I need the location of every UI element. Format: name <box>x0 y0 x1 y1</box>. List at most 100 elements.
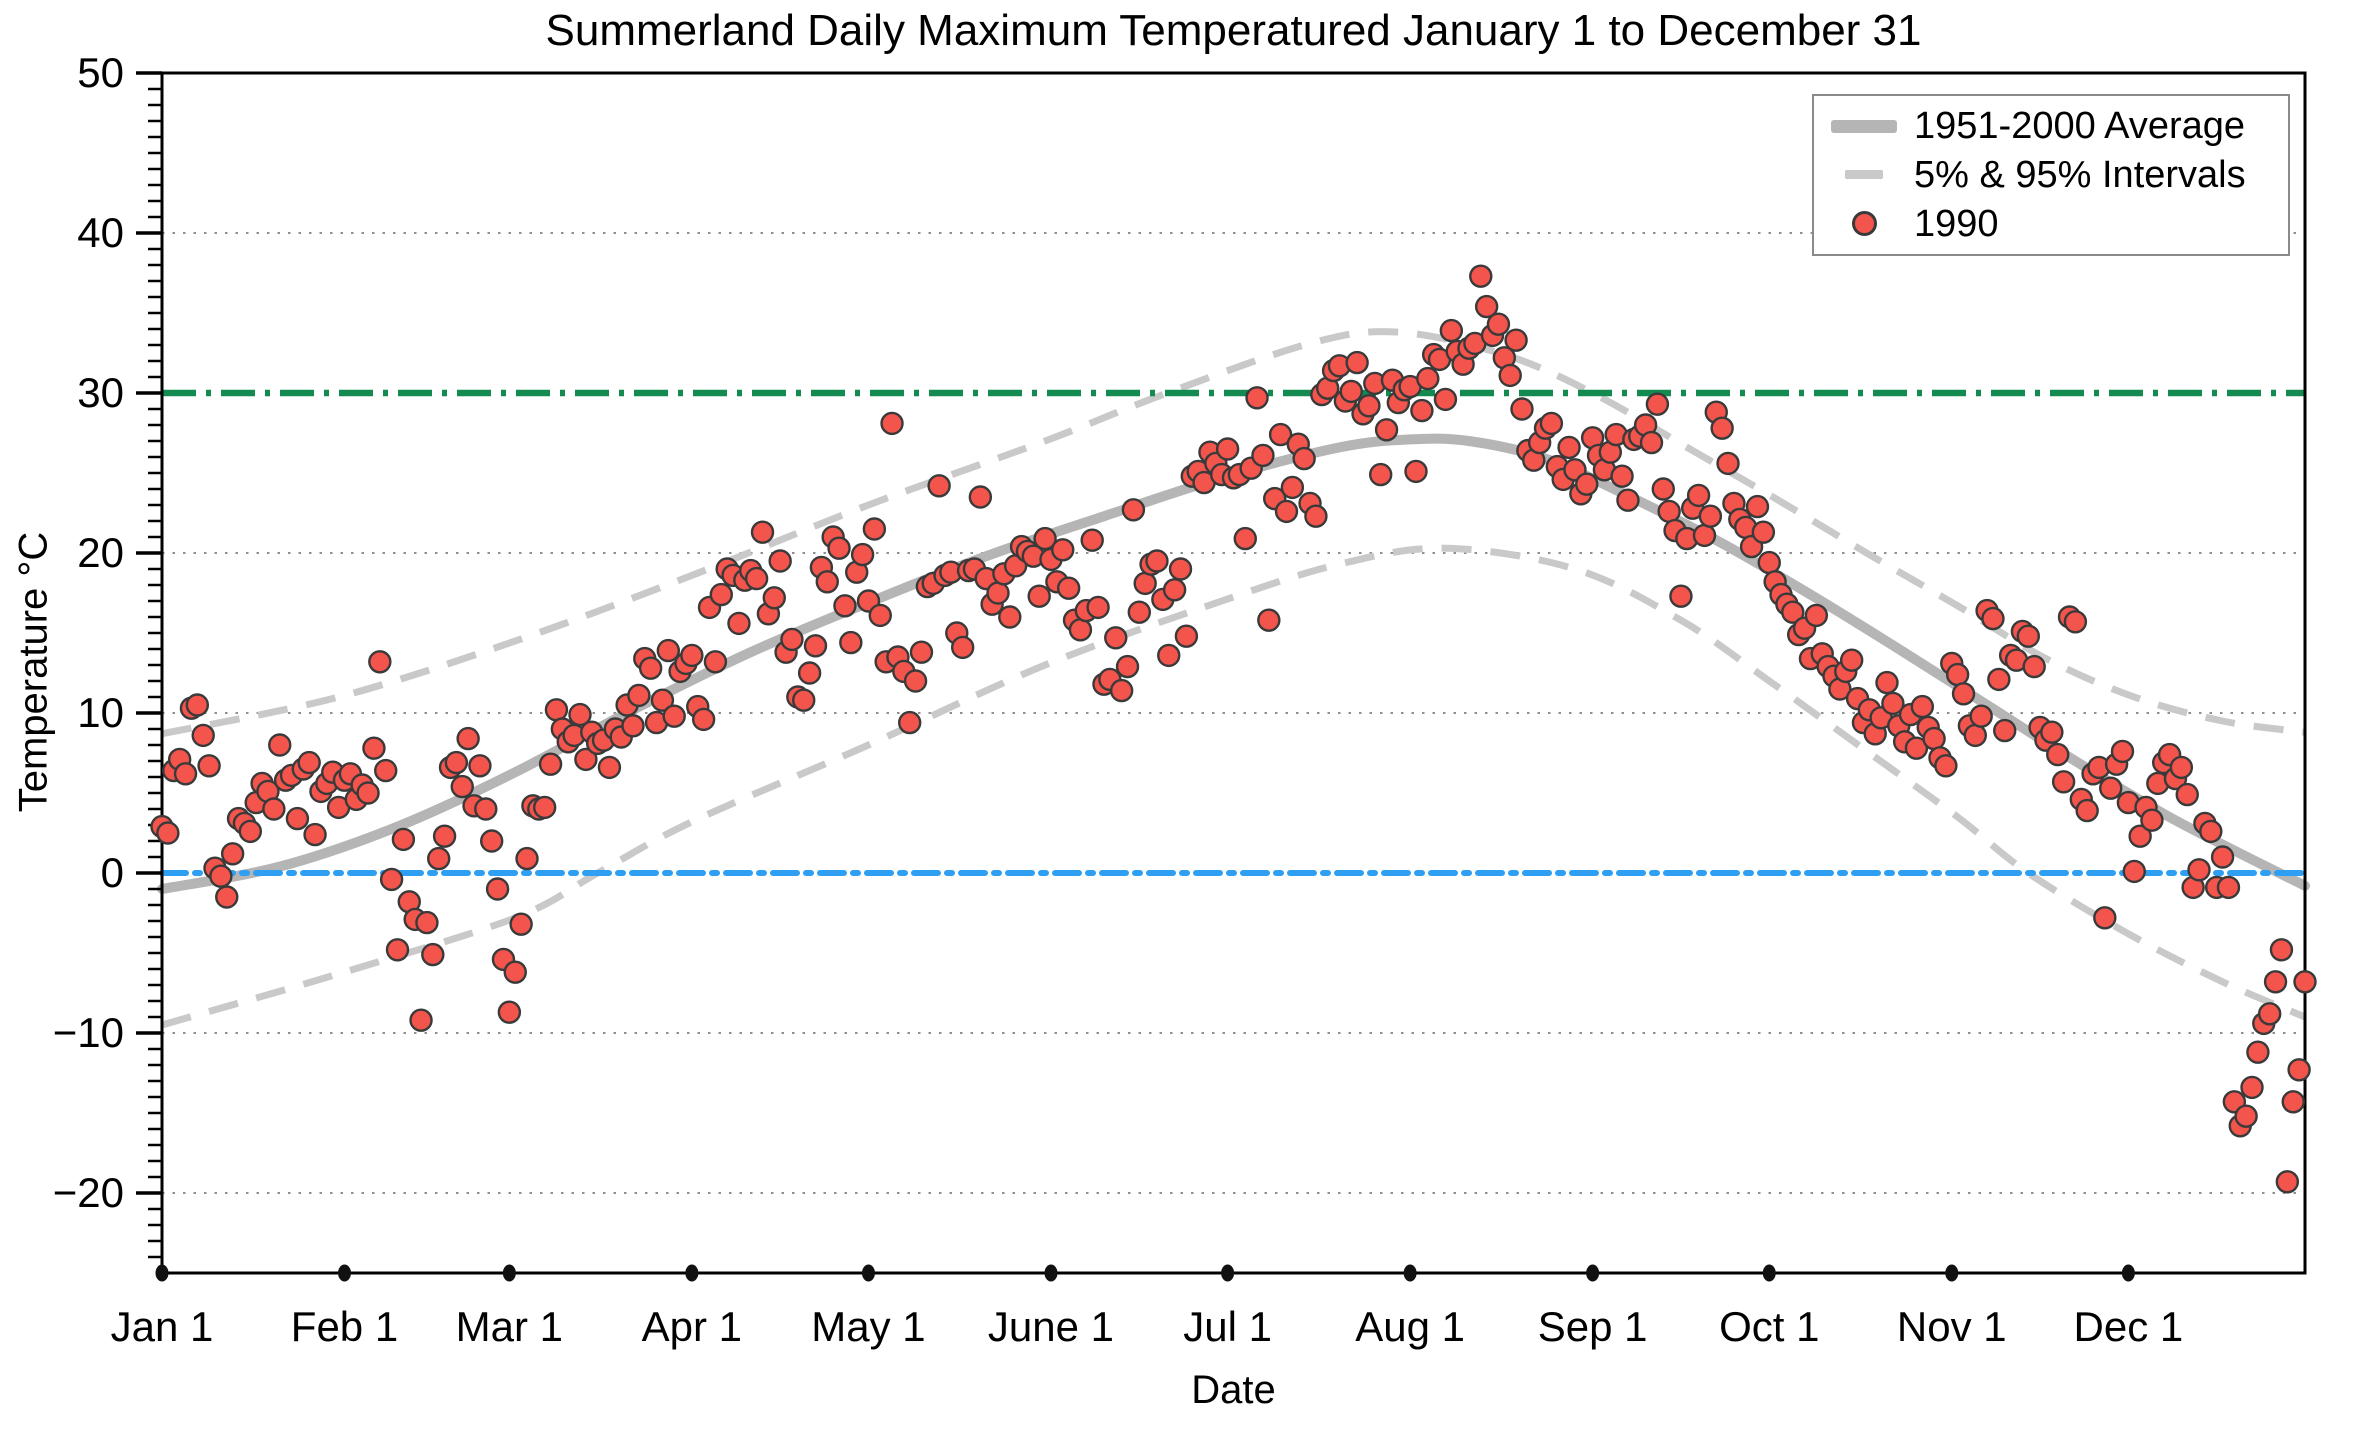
data-point <box>986 581 1010 605</box>
data-point <box>1215 437 1240 461</box>
data-point <box>1433 387 1458 412</box>
data-point <box>909 640 934 664</box>
data-point <box>1245 386 1269 410</box>
data-point <box>903 669 928 693</box>
month-tick-dot <box>861 1264 875 1282</box>
data-point <box>285 806 310 831</box>
data-point <box>2246 1040 2270 1064</box>
data-point <box>2099 776 2123 800</box>
data-point <box>709 582 733 607</box>
data-point <box>1474 294 1499 319</box>
data-point <box>1692 523 1717 548</box>
data-point <box>432 824 457 848</box>
month-tick-dot <box>338 1264 352 1282</box>
average-curve <box>157 433 2310 894</box>
month-tick-dot <box>1221 1264 1235 1282</box>
data-point <box>1345 350 1369 375</box>
data-point <box>1698 504 1723 528</box>
data-point <box>485 877 510 901</box>
data-point <box>1686 483 1711 508</box>
x-tick-label: Feb 1 <box>291 1303 398 1350</box>
data-point <box>1357 394 1381 418</box>
data-point <box>1751 520 1776 544</box>
month-tick-dot <box>1586 1264 1600 1282</box>
data-point <box>827 536 851 560</box>
data-point <box>2040 720 2064 744</box>
data-point <box>1157 643 1181 668</box>
data-point <box>1669 584 1693 608</box>
data-point <box>538 752 563 776</box>
data-point <box>2199 819 2223 844</box>
data-point <box>444 750 469 775</box>
data-point <box>2075 798 2099 823</box>
x-tick-label: Aug 1 <box>1355 1303 1465 1350</box>
data-point <box>1557 435 1581 460</box>
data-point <box>998 605 1022 629</box>
y-axis-title: Temperature °C <box>11 531 56 813</box>
data-point <box>2269 938 2294 962</box>
data-point <box>1945 662 1970 687</box>
data-point <box>2175 782 2199 807</box>
chart-title: Summerland Daily Maximum Temperatured Ja… <box>545 6 1922 55</box>
data-point <box>427 846 451 871</box>
data-point <box>474 797 498 821</box>
y-tick-label: 10 <box>77 689 124 736</box>
data-point <box>1068 618 1093 642</box>
data-point <box>1745 494 1770 519</box>
data-point <box>1174 624 1199 648</box>
data-point <box>703 650 728 674</box>
data-point <box>897 710 922 735</box>
data-point <box>1233 526 1257 551</box>
data-point <box>2240 1075 2264 1100</box>
data-point <box>792 688 816 712</box>
data-point <box>1575 472 1599 496</box>
data-point <box>1027 584 1051 608</box>
data-point <box>415 910 439 935</box>
x-tick-label: Mar 1 <box>456 1303 563 1350</box>
data-point <box>209 864 233 888</box>
data-point <box>503 960 527 984</box>
y-tick-label: 40 <box>77 209 124 256</box>
data-point <box>1981 606 2005 631</box>
x-tick-label: Oct 1 <box>1719 1303 1819 1350</box>
data-point <box>1080 528 1104 552</box>
data-point <box>1439 318 1464 343</box>
data-point <box>468 754 492 778</box>
legend-label-intervals: 5% & 95% Intervals <box>1914 153 2246 196</box>
x-axis-title: Date <box>1191 1368 1276 1412</box>
data-point <box>1374 418 1399 442</box>
data-point <box>1104 626 1128 650</box>
y-tick-label: 0 <box>101 849 124 896</box>
data-point <box>744 566 769 591</box>
data-point <box>1710 416 1734 440</box>
data-point <box>839 630 863 655</box>
data-point <box>797 661 822 685</box>
data-point <box>2210 845 2235 869</box>
data-point <box>727 611 751 636</box>
data-point <box>1109 678 1134 703</box>
data-point <box>1987 667 2011 692</box>
data-point <box>1616 488 1640 512</box>
data-point <box>532 795 557 820</box>
y-tick-label: 50 <box>77 49 124 96</box>
data-point <box>156 821 180 845</box>
data-point <box>2110 739 2135 764</box>
data-point <box>1969 704 1993 728</box>
data-point <box>1292 446 1316 471</box>
y-tick-label: 20 <box>77 529 124 576</box>
data-point <box>268 733 292 757</box>
data-point <box>1121 498 1146 522</box>
data-point <box>215 885 239 909</box>
data-point <box>1162 578 1187 602</box>
scatter-points <box>150 264 2317 1194</box>
data-point <box>1904 736 1929 760</box>
data-point <box>1504 328 1528 352</box>
data-point <box>638 656 663 680</box>
data-point <box>2287 1058 2311 1082</box>
x-tick-label: Nov 1 <box>1897 1303 2007 1350</box>
data-point <box>2169 755 2194 780</box>
data-point <box>2046 742 2070 767</box>
data-point <box>450 774 474 799</box>
data-point <box>2016 624 2040 648</box>
